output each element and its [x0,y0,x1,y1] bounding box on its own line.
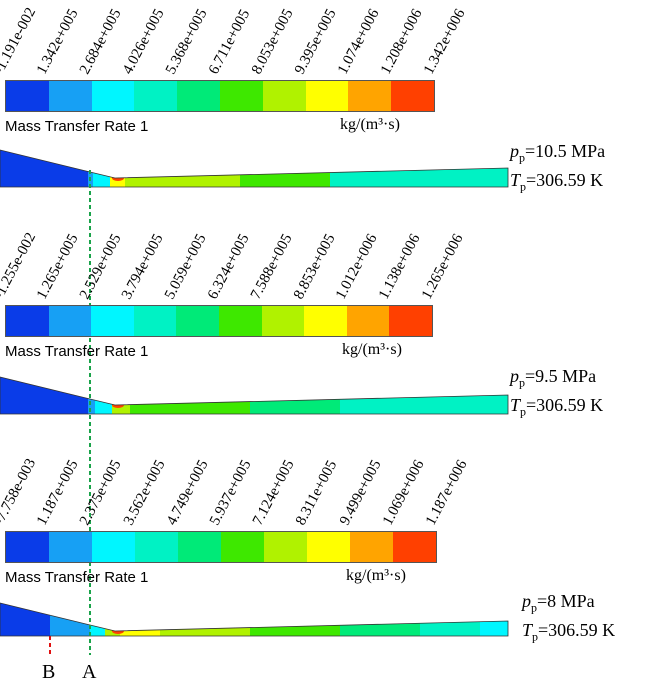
temperature-label: Tp=306.59 K [510,394,604,419]
contour-band [110,150,126,187]
colorbar [5,305,433,337]
colorbar-segment [91,81,135,111]
contour-band [95,377,113,414]
colorbar-segment [389,306,432,336]
contour-band [0,603,51,636]
colorbar-segment [176,306,219,336]
contour-band [125,150,241,187]
colorbar-segment [133,306,177,336]
temperature-label: Tp=306.59 K [510,169,604,194]
marker-b-label: B [42,661,56,683]
colorbar-segment [391,81,434,111]
marker-a-label: A [82,661,97,683]
colorbar-segment [6,532,49,562]
colorbar-title: Mass Transfer Rate 1 [5,343,149,360]
colorbar-segment [264,532,307,562]
colorbar-segment [221,532,264,562]
pressure-label: pp=9.5 MPa [510,366,597,390]
colorbar-segment [305,81,349,111]
colorbar-segment [307,532,350,562]
colorbar-units: kg/(m³·s) [342,341,402,358]
contour-band [250,377,341,414]
domain-outline [0,376,509,415]
pressure-label: pp=8 MPa [522,591,595,615]
colorbar-segment [393,532,436,562]
colorbar-segment [92,532,135,562]
colorbar-segment [350,532,393,562]
contour-band [90,603,106,636]
colorbar-segment [49,532,92,562]
pressure-label: pp=10.5 MPa [510,141,606,165]
contour-band [240,150,331,187]
colorbar-segment [304,306,347,336]
colorbar-title: Mass Transfer Rate 1 [5,118,149,135]
contour-band [480,603,508,636]
colorbar-segment [178,532,221,562]
contour-band [112,377,131,414]
contour-band [250,603,341,636]
colorbar-segment [48,81,92,111]
colorbar-segment [261,306,305,336]
colorbar-units: kg/(m³·s) [346,567,406,584]
colorbar-segment [348,81,392,111]
contour-band [50,603,91,636]
colorbar-units: kg/(m³·s) [340,116,400,133]
colorbar-segment [135,532,178,562]
colorbar-segment [262,81,306,111]
colorbar-segment [134,81,178,111]
colorbar-segment [6,306,49,336]
colorbar-segment [48,306,92,336]
contour-domain [0,603,508,636]
colorbar [5,80,435,112]
contour-band [340,603,421,636]
colorbar-segment [346,306,390,336]
contour-band [160,603,251,636]
colorbar-segment [177,81,220,111]
contour-band [130,377,251,414]
operating-conditions: pp=9.5 MPa Tp=306.59 K [510,365,603,422]
colorbar-segment [91,306,134,336]
colorbar [5,531,437,563]
operating-conditions: pp=8 MPa Tp=306.59 K [522,590,615,647]
colorbar-title: Mass Transfer Rate 1 [5,569,149,586]
colorbar-segment [6,81,49,111]
temperature-label: Tp=306.59 K [522,619,616,644]
contour-band [93,150,111,187]
contour-band [420,603,481,636]
colorbar-segment [218,306,262,336]
operating-conditions: pp=10.5 MPa Tp=306.59 K [510,140,605,197]
colorbar-segment [219,81,263,111]
